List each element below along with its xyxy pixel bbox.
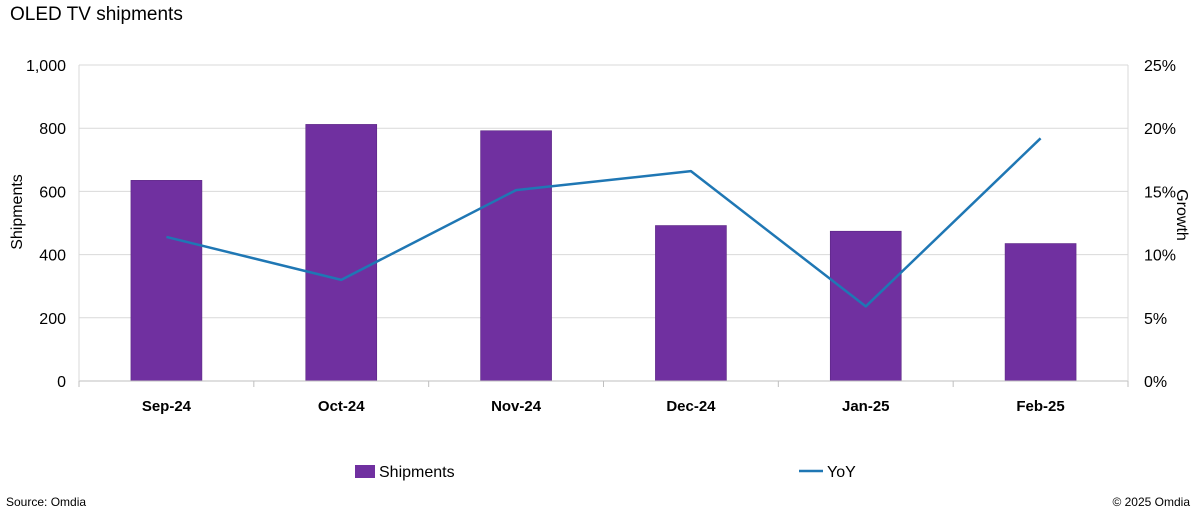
y-tick-label: 0	[57, 374, 66, 391]
y-tick-label: 400	[39, 248, 66, 265]
line-series-yoy	[166, 137, 1042, 308]
x-tick-label: Dec-24	[666, 398, 716, 415]
bar-shipments	[1004, 243, 1077, 382]
y-tick-label: 200	[39, 311, 66, 328]
gridlines	[79, 64, 1128, 319]
line-yoy	[166, 137, 1042, 308]
y2-tick-label: 5%	[1144, 311, 1167, 328]
legend-label-yoy: YoY	[827, 464, 856, 481]
x-tick-label: Nov-24	[491, 398, 542, 415]
y2-axis-title: Growth	[1173, 189, 1190, 241]
x-tick-label: Jan-25	[842, 398, 890, 415]
y-tick-label: 1,000	[26, 58, 66, 75]
legend-label-shipments: Shipments	[379, 464, 455, 481]
x-tick-label: Feb-25	[1016, 398, 1064, 415]
bar-shipments	[305, 124, 378, 382]
x-tick-label: Oct-24	[318, 398, 365, 415]
bar-shipments	[130, 180, 203, 382]
footer-source: Source: Omdia	[6, 495, 87, 509]
legend: Shipments YoY	[355, 464, 856, 481]
axes	[78, 65, 1129, 387]
tick-labels: 0 200 400 600 800 1,000 0% 5% 10% 15% 20% 25% Sep-24…	[26, 58, 1176, 415]
bar-series-shipments	[130, 124, 1077, 382]
bar-shipments	[655, 225, 727, 382]
y-tick-label: 600	[39, 184, 66, 201]
y-tick-label: 800	[39, 121, 66, 138]
x-tick-label: Sep-24	[142, 398, 192, 415]
y-axis-title: Shipments	[9, 174, 26, 250]
y2-tick-label: 15%	[1144, 184, 1176, 201]
y2-tick-label: 0%	[1144, 374, 1167, 391]
legend-swatch-shipments	[355, 465, 375, 478]
y2-tick-label: 25%	[1144, 58, 1176, 75]
footer-copyright: © 2025 Omdia	[1112, 495, 1190, 509]
bar-shipments	[480, 130, 552, 382]
chart-title: OLED TV shipments	[10, 4, 183, 25]
y2-tick-label: 10%	[1144, 248, 1176, 265]
y2-tick-label: 20%	[1144, 121, 1176, 138]
